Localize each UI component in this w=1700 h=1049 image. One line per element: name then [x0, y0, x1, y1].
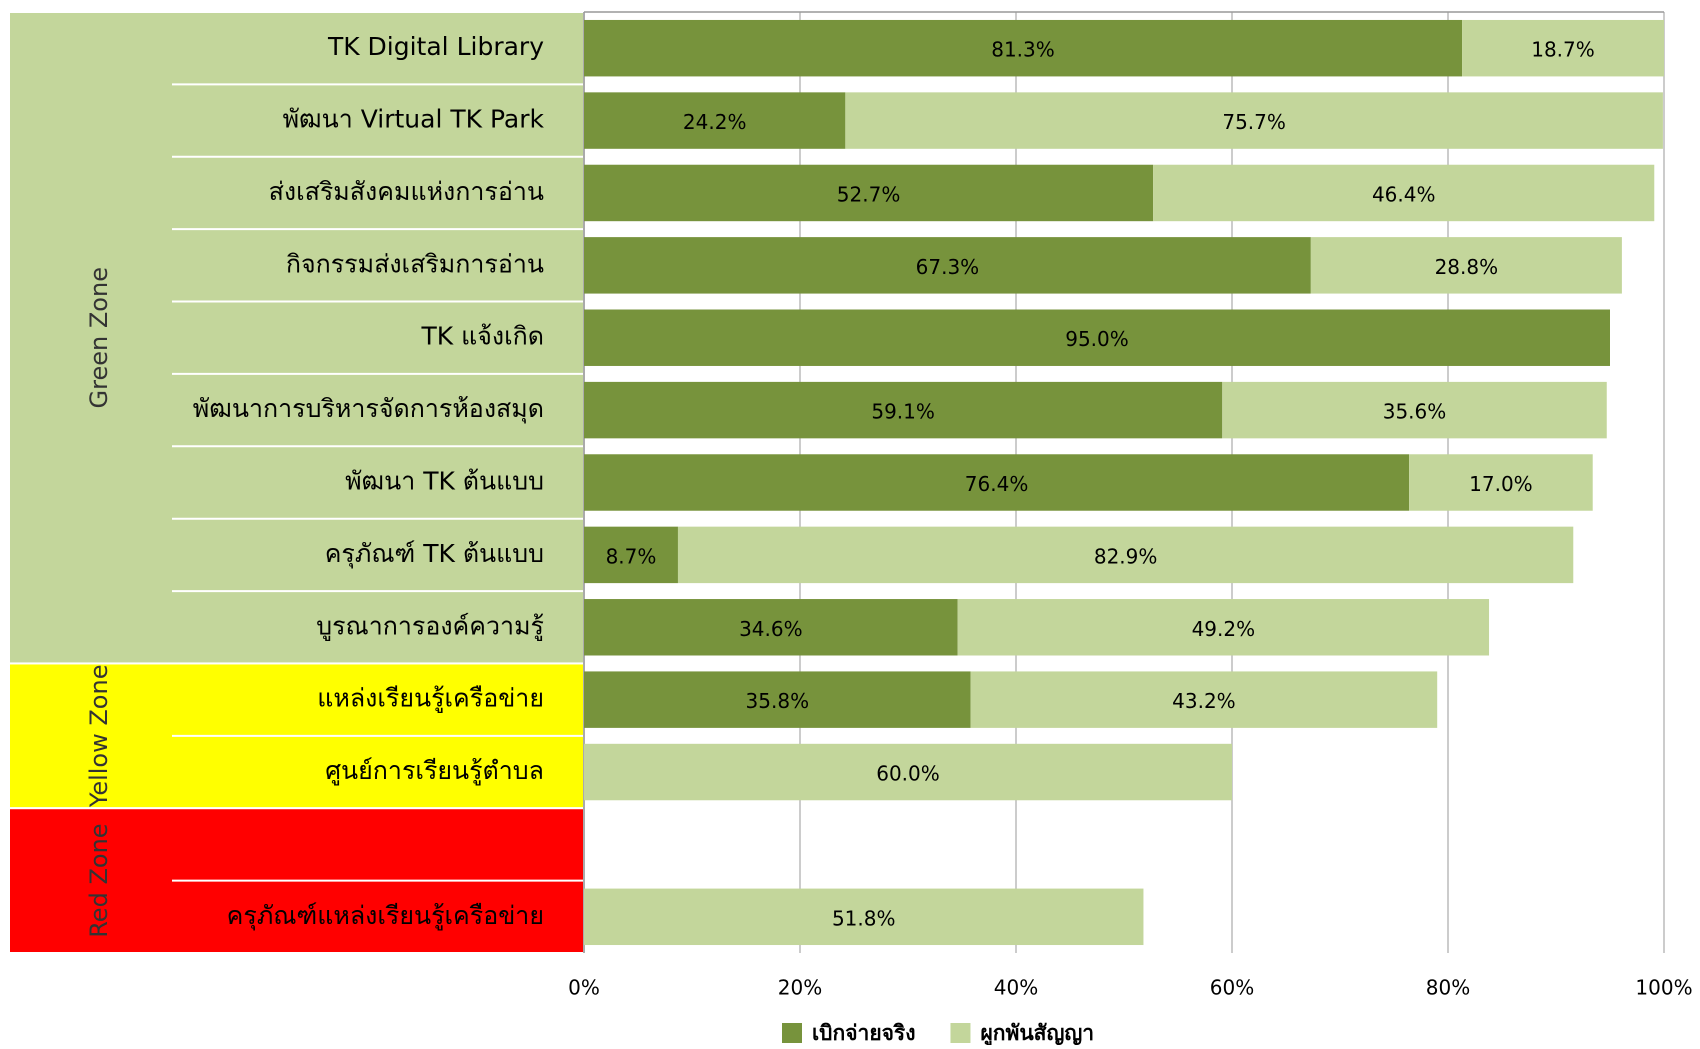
value-label: 67.3%	[916, 255, 980, 279]
category-label: พัฒนา Virtual TK Park	[283, 105, 545, 134]
bar-segment	[584, 671, 971, 728]
value-label: 24.2%	[683, 110, 747, 134]
x-tick-label: 80%	[1426, 976, 1470, 1000]
bar-segment	[1310, 237, 1622, 294]
bar-segment	[1222, 381, 1607, 439]
bar-segment	[584, 526, 678, 584]
zone-label: Red Zone	[85, 823, 113, 937]
value-label: 51.8%	[832, 906, 896, 930]
category-label: ศูนย์การเรียนรู้ตำบล	[325, 756, 544, 786]
zone-band	[8, 11, 585, 665]
bar-segment	[584, 309, 1610, 366]
category-label: กิจกรรมส่งเสริมการอ่าน	[286, 249, 544, 278]
bar-segment	[1409, 454, 1593, 511]
category-label: TK แจ้งเกิด	[421, 322, 545, 351]
value-label: 35.6%	[1383, 400, 1447, 424]
x-tick-label: 60%	[1210, 976, 1254, 1000]
zone-label: Green Zone	[85, 267, 113, 408]
value-label: 28.8%	[1435, 255, 1499, 279]
value-label: 35.8%	[746, 689, 810, 713]
category-label: พัฒนาการบริหารจัดการห้องสมุด	[193, 394, 544, 424]
category-label: ครุภัณฑ์แหล่งเรียนรู้เครือข่าย	[227, 901, 544, 931]
bar-segment	[584, 92, 846, 149]
legend-swatch	[950, 1023, 971, 1043]
bar-segment	[845, 92, 1663, 149]
bar-segment	[677, 526, 1574, 584]
bar-segment	[1153, 164, 1655, 222]
category-label: ครุภัณฑ์ TK ต้นแบบ	[325, 539, 544, 569]
value-label: 60.0%	[876, 762, 940, 786]
bar-segment	[584, 743, 1232, 801]
value-label: 8.7%	[606, 544, 657, 568]
legend-label: ผูกพันสัญญา	[980, 1021, 1094, 1045]
bar-segment	[584, 599, 958, 656]
value-label: 17.0%	[1469, 472, 1533, 496]
category-label: TK Digital Library	[327, 32, 544, 61]
value-label: 18.7%	[1531, 38, 1595, 62]
value-label: 43.2%	[1172, 689, 1236, 713]
category-label: พัฒนา TK ต้นแบบ	[345, 467, 544, 496]
bar-segment	[584, 454, 1410, 511]
bar-segment	[957, 599, 1490, 656]
x-tick-label: 20%	[778, 976, 822, 1000]
category-label: แหล่งเรียนรู้เครือข่าย	[317, 684, 544, 714]
value-label: 52.7%	[837, 182, 901, 206]
legend-swatch	[782, 1023, 802, 1043]
zone-label: Yellow Zone	[85, 665, 113, 809]
bar-segment	[584, 381, 1223, 439]
bar-segment	[584, 237, 1311, 294]
bar-segment	[584, 888, 1144, 946]
value-label: 46.4%	[1372, 182, 1436, 206]
category-label: บูรณาการองค์ความรู้	[316, 611, 544, 641]
value-label: 95.0%	[1065, 327, 1129, 351]
x-tick-label: 0%	[568, 976, 600, 1000]
value-label: 49.2%	[1192, 617, 1256, 641]
x-tick-label: 100%	[1635, 976, 1692, 1000]
value-label: 76.4%	[965, 472, 1029, 496]
value-label: 82.9%	[1094, 544, 1158, 568]
bar-segment	[584, 19, 1463, 77]
bar-segment	[970, 671, 1438, 728]
bar-segment	[1462, 19, 1664, 77]
category-label: ส่งเสริมสังคมแห่งการอ่าน	[269, 177, 544, 206]
value-label: 59.1%	[871, 400, 935, 424]
x-tick-label: 40%	[994, 976, 1038, 1000]
value-label: 34.6%	[739, 617, 803, 641]
value-label: 81.3%	[991, 38, 1055, 62]
value-label: 75.7%	[1222, 110, 1286, 134]
legend-label: เบิกจ่ายจริง	[812, 1021, 915, 1045]
bar-segment	[584, 164, 1154, 222]
